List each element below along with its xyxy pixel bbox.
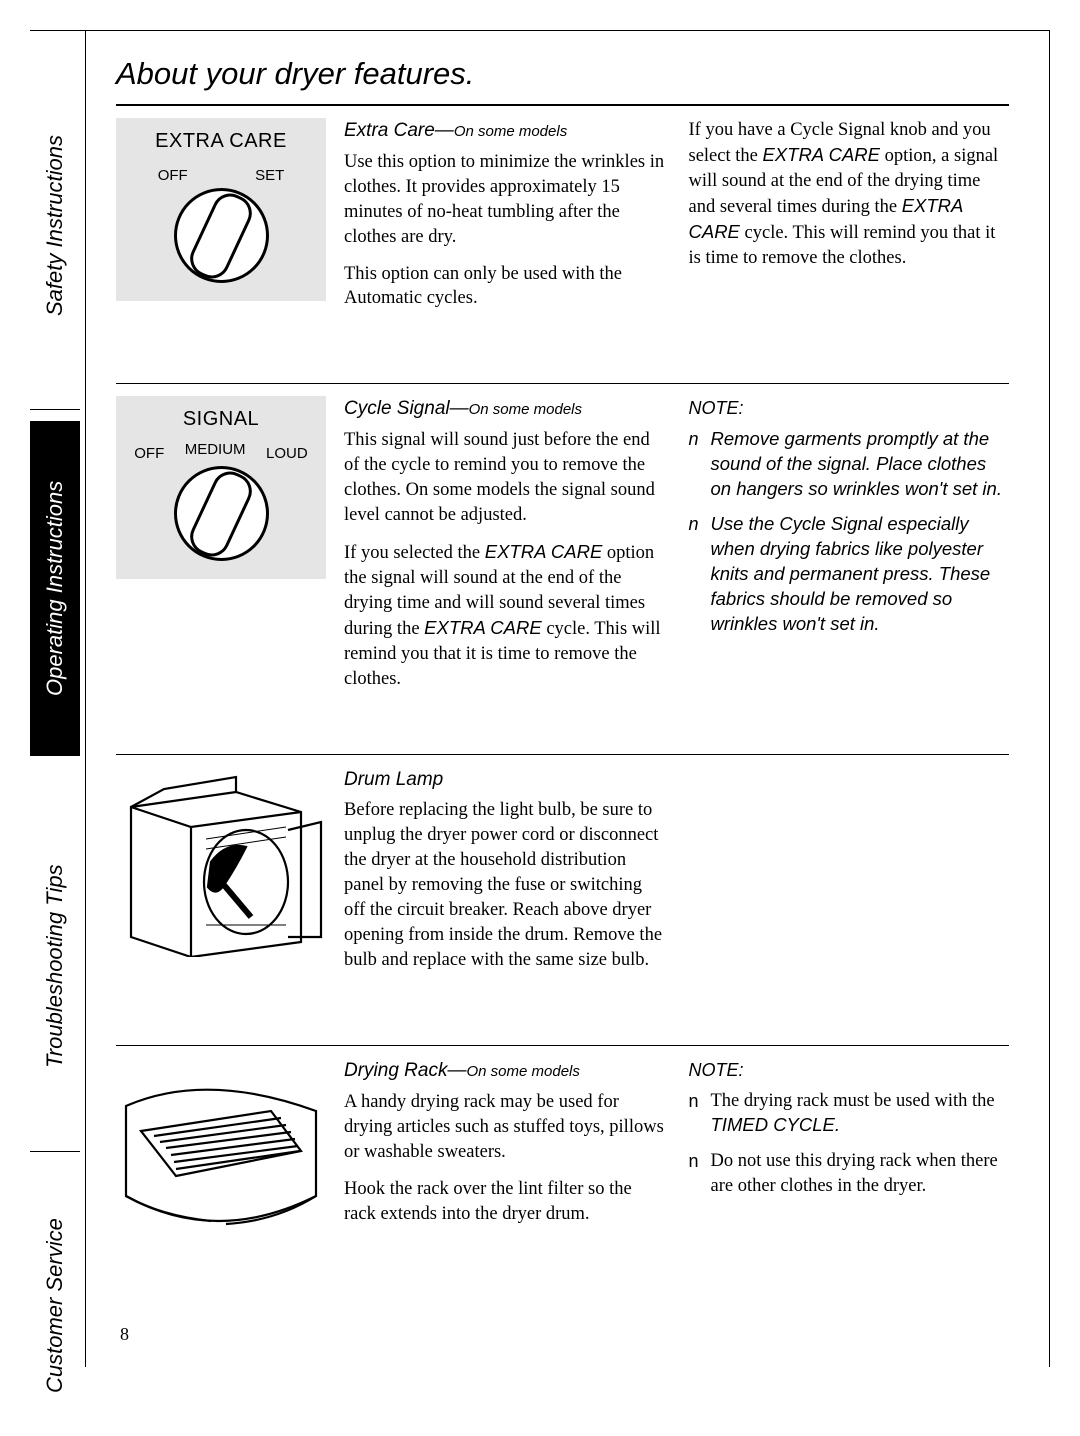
subhead-sub: On some models [454, 123, 567, 140]
body-text: If you selected the EXTRA CARE option th… [344, 540, 665, 692]
label-medium: MEDIUM [185, 441, 246, 458]
illustration-column: SIGNAL OFF MEDIUM LOUD [116, 396, 326, 703]
text-col-left: Extra Care—On some models Use this optio… [344, 118, 665, 323]
knob-labels: OFF MEDIUM LOUD [124, 445, 318, 462]
body-text: Use this option to minimize the wrinkles… [344, 150, 665, 250]
note-item: Use the Cycle Signal especially when dry… [689, 512, 1010, 637]
signal-knob-box: SIGNAL OFF MEDIUM LOUD [116, 396, 326, 579]
rule [116, 104, 1009, 106]
sidebar-tabs: Safety Instructions Operating Instructio… [30, 31, 85, 1367]
text-col-right: NOTE: Remove garments promptly at the so… [689, 396, 1010, 703]
subhead-sub: On some models [466, 1063, 579, 1080]
note-heading: NOTE: [689, 1058, 1010, 1082]
subheading-drum-lamp: Drum Lamp [344, 767, 665, 793]
text-emph: TIMED CYCLE. [711, 1114, 841, 1135]
label-loud: LOUD [266, 445, 308, 462]
note-item: Do not use this drying rack when there a… [689, 1149, 1010, 1199]
illustration-column: EXTRA CARE OFF SET [116, 118, 326, 323]
note-heading: NOTE: [689, 396, 1010, 420]
label-set: SET [255, 167, 284, 184]
text-col-right: NOTE: The drying rack must be used with … [689, 1058, 1010, 1251]
knob-labels: OFF SET [124, 167, 318, 184]
note-list: The drying rack must be used with the TI… [689, 1089, 1010, 1200]
page-title: About your dryer features. [116, 56, 1009, 92]
subheading-cycle-signal: Cycle Signal—On some models [344, 396, 665, 422]
body-text: Before replacing the light bulb, be sure… [344, 798, 665, 973]
text-emph: EXTRA CARE [424, 617, 542, 638]
text-col-right [689, 767, 1010, 985]
body-text: This signal will sound just before the e… [344, 428, 665, 528]
tab-troubleshooting-tips: Troubleshooting Tips [30, 811, 80, 1121]
section-drying-rack: Drying Rack—On some models A handy dryin… [116, 1058, 1009, 1251]
illustration-column [116, 767, 326, 985]
text-emph: EXTRA CARE [762, 144, 880, 165]
page-content: About your dryer features. EXTRA CARE OF… [85, 31, 1049, 1367]
label-off: OFF [158, 167, 188, 184]
tab-divider [30, 409, 80, 410]
knob-box-title: EXTRA CARE [124, 130, 318, 153]
text-col-left: Drying Rack—On some models A handy dryin… [344, 1058, 665, 1251]
section-drum-lamp: Drum Lamp Before replacing the light bul… [116, 767, 1009, 985]
note-list: Remove garments promptly at the sound of… [689, 427, 1010, 637]
note-item: Remove garments promptly at the sound of… [689, 427, 1010, 502]
rule [116, 1045, 1009, 1046]
rule [116, 754, 1009, 755]
section-extra-care: EXTRA CARE OFF SET Extra Care—On some mo… [116, 118, 1009, 323]
body-text: Hook the rack over the lint filter so th… [344, 1177, 665, 1227]
text: If you selected the [344, 543, 485, 563]
text-col-left: Cycle Signal—On some models This signal … [344, 396, 665, 703]
text-col-right: If you have a Cycle Signal knob and you … [689, 118, 1010, 323]
text: The drying rack must be used with the [711, 1091, 995, 1111]
knob-icon [174, 188, 269, 283]
text-columns: Drying Rack—On some models A handy dryin… [344, 1058, 1009, 1251]
body-text: This option can only be used with the Au… [344, 262, 665, 312]
page-number: 8 [120, 1324, 129, 1345]
rule [116, 383, 1009, 384]
text-col-left: Drum Lamp Before replacing the light bul… [344, 767, 665, 985]
knob-box-title: SIGNAL [124, 408, 318, 431]
subhead-main: Cycle Signal— [344, 398, 469, 419]
subheading-drying-rack: Drying Rack—On some models [344, 1058, 665, 1084]
text-columns: Extra Care—On some models Use this optio… [344, 118, 1009, 323]
subhead-main: Drying Rack— [344, 1060, 466, 1081]
text-columns: Cycle Signal—On some models This signal … [344, 396, 1009, 703]
subhead-main: Extra Care— [344, 120, 454, 141]
tab-safety-instructions: Safety Instructions [30, 86, 80, 366]
text-columns: Drum Lamp Before replacing the light bul… [344, 767, 1009, 985]
tab-divider [30, 1151, 80, 1152]
manual-page: Safety Instructions Operating Instructio… [30, 30, 1050, 1367]
subheading-extra-care: Extra Care—On some models [344, 118, 665, 144]
dryer-illustration-icon [116, 767, 326, 957]
illustration-column [116, 1058, 326, 1251]
note-item: The drying rack must be used with the TI… [689, 1089, 1010, 1140]
body-text: A handy drying rack may be used for dryi… [344, 1090, 665, 1165]
body-text: If you have a Cycle Signal knob and you … [689, 118, 1010, 271]
knob-icon [174, 466, 269, 561]
extra-care-knob-box: EXTRA CARE OFF SET [116, 118, 326, 301]
subhead-sub: On some models [469, 401, 582, 418]
text-emph: EXTRA CARE [485, 541, 603, 562]
tab-customer-service: Customer Service [30, 1176, 80, 1436]
label-off: OFF [134, 445, 164, 462]
drying-rack-illustration-icon [116, 1076, 326, 1246]
section-signal: SIGNAL OFF MEDIUM LOUD Cycle Signal—On s… [116, 396, 1009, 703]
tab-operating-instructions: Operating Instructions [30, 421, 80, 756]
